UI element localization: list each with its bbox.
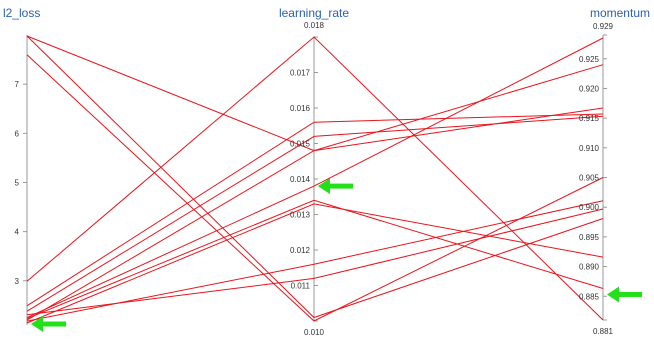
tick-label-momentum: 0.900 bbox=[579, 203, 600, 212]
tick-label-momentum: 0.920 bbox=[579, 84, 600, 93]
green-arrow-icon bbox=[318, 178, 353, 195]
data-line bbox=[26, 64, 604, 321]
data-line bbox=[26, 54, 604, 322]
tick-label-l2_loss: 4 bbox=[15, 228, 20, 237]
tick-label-learning_rate: 0.015 bbox=[290, 140, 311, 149]
axis-title-momentum: momentum bbox=[590, 6, 650, 20]
tick-label-momentum: 0.890 bbox=[579, 263, 600, 272]
axis-title-l2_loss: l2_loss bbox=[3, 6, 40, 20]
data-line bbox=[26, 199, 604, 320]
green-arrow-icon bbox=[607, 286, 642, 303]
data-line bbox=[26, 36, 604, 321]
tick-label-momentum: 0.881 bbox=[593, 327, 614, 336]
tick-label-learning_rate: 0.013 bbox=[290, 211, 311, 220]
tick-label-momentum: 0.885 bbox=[579, 292, 600, 301]
tick-label-momentum: 0.915 bbox=[579, 114, 600, 123]
data-line bbox=[26, 37, 604, 319]
tick-label-learning_rate: 0.014 bbox=[290, 175, 311, 184]
green-arrow-icon bbox=[31, 316, 66, 333]
tick-label-l2_loss: 6 bbox=[15, 129, 20, 138]
data-line bbox=[26, 200, 604, 322]
tick-label-momentum: 0.905 bbox=[579, 174, 600, 183]
tick-label-learning_rate: 0.011 bbox=[291, 282, 311, 291]
data-line bbox=[26, 35, 604, 319]
tick-label-momentum: 0.925 bbox=[579, 55, 600, 64]
tick-label-learning_rate: 0.010 bbox=[304, 328, 325, 337]
axes-layer bbox=[23, 34, 607, 325]
tick-label-momentum: 0.895 bbox=[579, 233, 600, 242]
tick-label-l2_loss: 7 bbox=[15, 80, 20, 89]
data-line bbox=[26, 115, 604, 312]
polylines-layer bbox=[26, 35, 604, 324]
axis-title-learning_rate: learning_rate bbox=[279, 6, 349, 20]
tick-label-momentum: 0.929 bbox=[593, 22, 614, 31]
tick-label-learning_rate: 0.016 bbox=[290, 104, 311, 113]
tick-label-l2_loss: 5 bbox=[15, 178, 20, 187]
labels-layer: l2_loss 3 4 5 6 7 learning_rate 0.010 0.011 0.012… bbox=[3, 6, 650, 337]
tick-label-l2_loss: 3 bbox=[15, 277, 20, 286]
tick-label-momentum: 0.910 bbox=[579, 144, 600, 153]
data-line bbox=[26, 113, 604, 307]
tick-label-learning_rate: 0.012 bbox=[290, 246, 311, 255]
data-line bbox=[26, 203, 604, 324]
data-line bbox=[26, 35, 604, 152]
annotation-arrows-layer bbox=[31, 178, 642, 333]
tick-label-learning_rate: 0.018 bbox=[304, 21, 325, 30]
tick-label-learning_rate: 0.017 bbox=[290, 69, 311, 78]
